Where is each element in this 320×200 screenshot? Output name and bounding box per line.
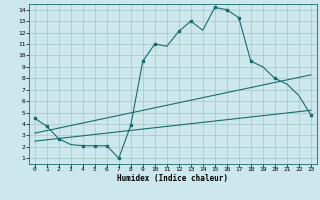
X-axis label: Humidex (Indice chaleur): Humidex (Indice chaleur) xyxy=(117,174,228,183)
